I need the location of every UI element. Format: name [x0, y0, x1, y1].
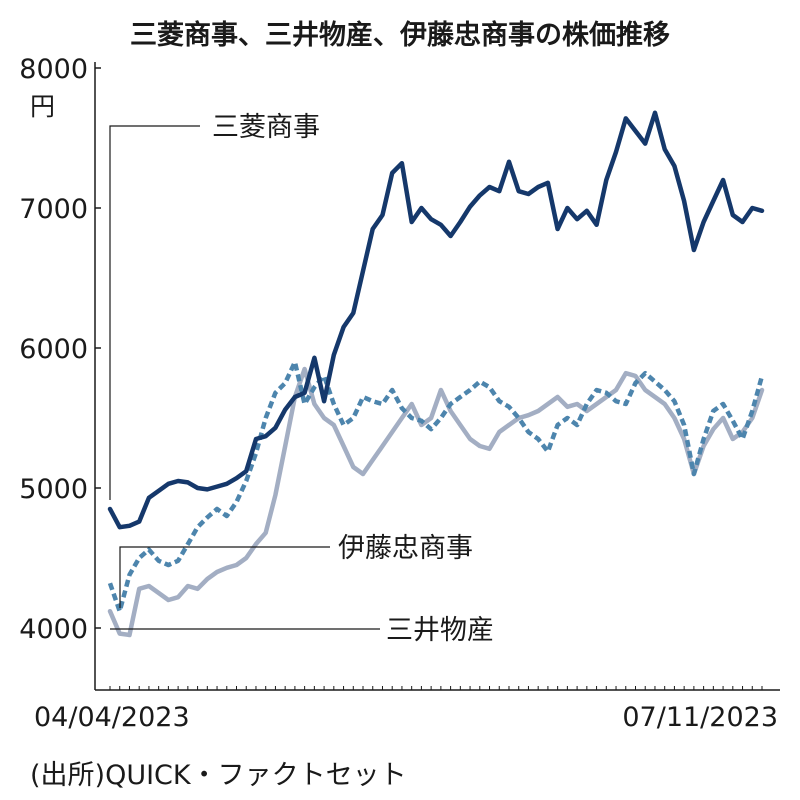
y-tick-label: 7000 [19, 194, 88, 225]
x-axis: 04/04/2023 07/11/2023 [34, 686, 780, 733]
label-itochu: 伊藤忠商事 [338, 533, 473, 564]
source-note: (出所)QUICK・ファクトセット [30, 760, 407, 791]
y-tick-label: 8000 [19, 54, 88, 85]
leader-itochu [119, 546, 330, 608]
y-tick-label: 4000 [19, 614, 88, 645]
label-mitsubishi: 三菱商事 [212, 112, 320, 143]
y-axis: 8000 7000 6000 5000 4000 円 [19, 54, 101, 690]
series-lines [107, 110, 765, 638]
x-ticks [109, 686, 763, 690]
y-unit-label: 円 [30, 92, 55, 121]
leader-mitsubishi [109, 125, 200, 500]
label-mitsui: 三井物産 [386, 615, 494, 646]
y-tick-label: 6000 [19, 334, 88, 365]
series-line-0 [107, 110, 765, 530]
series-labels: 三菱商事 伊藤忠商事 三井物産 [109, 112, 494, 646]
series-line-2 [107, 366, 765, 638]
chart-title: 三菱商事、三井物産、伊藤忠商事の株価推移 [130, 19, 670, 51]
series-line-1 [107, 359, 765, 614]
x-start-label: 04/04/2023 [34, 702, 190, 733]
x-end-label: 07/11/2023 [622, 702, 778, 733]
y-ticks: 8000 7000 6000 5000 4000 [19, 54, 101, 645]
y-tick-label: 5000 [19, 474, 88, 505]
